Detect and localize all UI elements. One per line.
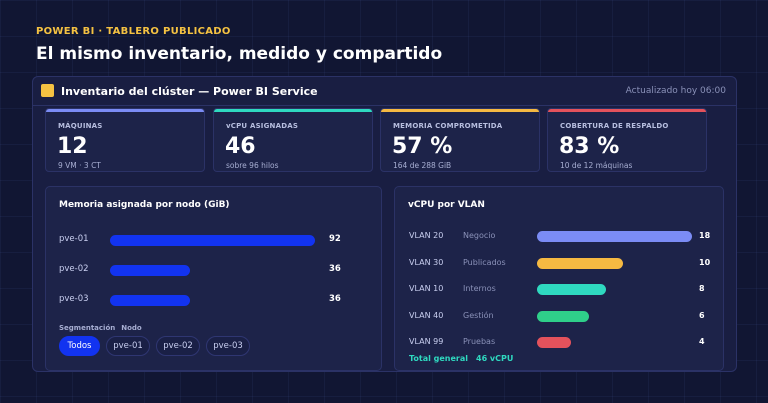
vlan-row[interactable]: VLAN 30 Publicados 10 xyxy=(395,256,723,270)
kpi-label: MEMORIA COMPROMETIDA xyxy=(393,122,503,130)
vlan-value-label: 10 xyxy=(699,257,711,267)
vlan-bar[interactable] xyxy=(537,284,606,295)
slicer-chip-todos[interactable]: Todos xyxy=(59,336,100,356)
vlan-description-label: Internos xyxy=(463,284,496,293)
total-value: 46 vCPU xyxy=(476,354,514,363)
kpi-label: COBERTURA DE RESPALDO xyxy=(560,122,669,130)
total-label: Total general xyxy=(409,354,468,363)
kpi-accent-bar xyxy=(46,109,204,112)
memory-node-label: pve-02 xyxy=(59,264,89,274)
memory-bar-track xyxy=(110,295,315,306)
kpi-accent-bar xyxy=(548,109,706,112)
vlan-row[interactable]: VLAN 20 Negocio 18 xyxy=(395,229,723,243)
kpi-subtext: 9 VM · 3 CT xyxy=(58,161,101,170)
vlan-bar-track xyxy=(537,257,692,269)
vlan-bar-track xyxy=(537,231,692,242)
kpi-card-vcpu[interactable]: vCPU ASIGNADAS 46 sobre 96 hilos xyxy=(213,108,373,172)
updated-timestamp: Actualizado hoy 06:00 xyxy=(625,86,726,96)
memory-bar[interactable] xyxy=(110,235,315,246)
vlan-total: Total general 46 vCPU xyxy=(409,354,513,363)
memory-node-label: pve-01 xyxy=(59,234,89,244)
kpi-card-backup[interactable]: COBERTURA DE RESPALDO 83 % 10 de 12 máqu… xyxy=(547,108,707,172)
memory-value-label: 36 xyxy=(329,294,341,304)
memory-value-label: 36 xyxy=(329,264,341,274)
slicer-chip-pve-01[interactable]: pve-01 xyxy=(106,336,150,356)
vlan-bar[interactable] xyxy=(537,231,692,242)
vlan-value-label: 6 xyxy=(699,310,705,320)
kpi-value: 57 % xyxy=(392,134,453,159)
vlan-value-label: 8 xyxy=(699,284,705,293)
kpi-value: 46 xyxy=(225,134,256,159)
vlan-bar-track xyxy=(537,310,692,322)
slicer-title: Segmentación xyxy=(59,324,116,332)
vlan-value-label: 18 xyxy=(699,231,711,240)
kpi-card-memory[interactable]: MEMORIA COMPROMETIDA 57 % 164 de 288 GiB xyxy=(380,108,540,172)
memory-bar[interactable] xyxy=(110,265,191,276)
vlan-name-label: VLAN 40 xyxy=(409,310,444,320)
page-title: El mismo inventario, medido y compartido xyxy=(36,44,443,64)
slicer-label: Segmentación Nodo xyxy=(59,324,148,332)
kpi-subtext: sobre 96 hilos xyxy=(226,161,279,170)
kpi-value: 83 % xyxy=(559,134,620,159)
vlan-value-label: 4 xyxy=(699,337,705,346)
kpi-label: vCPU ASIGNADAS xyxy=(226,122,299,130)
vlan-name-label: VLAN 99 xyxy=(409,337,444,346)
vlan-bar-track xyxy=(537,337,692,348)
memory-row[interactable]: pve-02 36 xyxy=(46,263,381,277)
memory-bar[interactable] xyxy=(110,295,191,306)
eyebrow-label: POWER BI · TABLERO PUBLICADO xyxy=(36,26,231,37)
vlan-name-label: VLAN 20 xyxy=(409,231,444,240)
kpi-accent-bar xyxy=(214,109,372,112)
vlan-chart-card: vCPU por VLAN VLAN 20 Negocio 18 VLAN 30 Pub… xyxy=(394,186,724,371)
memory-bar-track xyxy=(110,265,315,276)
vlan-row[interactable]: VLAN 99 Pruebas 4 xyxy=(395,335,723,349)
memory-row[interactable]: pve-01 92 xyxy=(46,233,381,247)
vlan-chart-title: vCPU por VLAN xyxy=(408,200,485,210)
kpi-subtext: 164 de 288 GiB xyxy=(393,161,452,170)
vlan-row[interactable]: VLAN 40 Gestión 6 xyxy=(395,309,723,323)
vlan-description-label: Gestión xyxy=(463,310,494,320)
vlan-description-label: Publicados xyxy=(463,257,506,267)
kpi-card-machines[interactable]: MÁQUINAS 12 9 VM · 3 CT xyxy=(45,108,205,172)
vlan-bar[interactable] xyxy=(537,337,572,348)
memory-bar-track xyxy=(110,235,315,246)
dashboard-panel: Inventario del clúster — Power BI Servic… xyxy=(32,76,737,372)
vlan-description-label: Pruebas xyxy=(463,337,496,346)
memory-chart-title: Memoria asignada por nodo (GiB) xyxy=(59,200,230,210)
vlan-row[interactable]: VLAN 10 Internos 8 xyxy=(395,282,723,296)
kpi-value: 12 xyxy=(57,134,88,159)
vlan-name-label: VLAN 10 xyxy=(409,284,444,293)
panel-title: Inventario del clúster — Power BI Servic… xyxy=(61,85,318,98)
kpi-label: MÁQUINAS xyxy=(58,122,103,130)
slicer-chip-pve-03[interactable]: pve-03 xyxy=(206,336,250,356)
vlan-description-label: Negocio xyxy=(463,231,496,240)
memory-node-label: pve-03 xyxy=(59,294,89,304)
slicer-field: Nodo xyxy=(121,324,142,332)
vlan-bar[interactable] xyxy=(537,257,624,269)
memory-row[interactable]: pve-03 36 xyxy=(46,293,381,307)
slicer-chip-pve-02[interactable]: pve-02 xyxy=(156,336,200,356)
vlan-bar[interactable] xyxy=(537,310,589,322)
vlan-bar-track xyxy=(537,284,692,295)
panel-header: Inventario del clúster — Power BI Servic… xyxy=(33,77,736,106)
power-bi-logo-icon xyxy=(41,84,54,97)
memory-chart-card: Memoria asignada por nodo (GiB) pve-01 92… xyxy=(45,186,382,371)
vlan-name-label: VLAN 30 xyxy=(409,257,444,267)
kpi-accent-bar xyxy=(381,109,539,112)
memory-value-label: 92 xyxy=(329,234,341,244)
kpi-subtext: 10 de 12 máquinas xyxy=(560,161,633,170)
